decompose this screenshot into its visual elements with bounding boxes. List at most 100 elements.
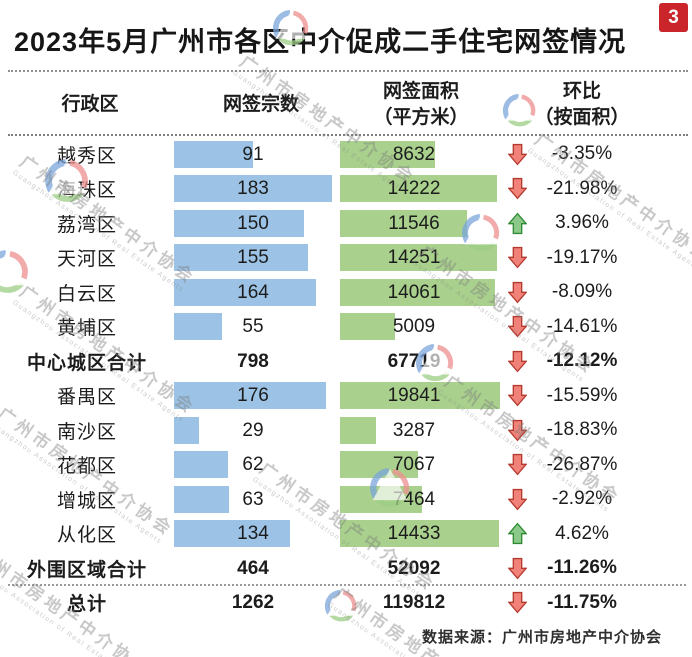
mom-value: -18.83% bbox=[546, 419, 618, 441]
deals-value: 798 bbox=[237, 350, 269, 372]
area-value: 67719 bbox=[387, 350, 441, 372]
deals-bar bbox=[174, 382, 327, 410]
mom-value: -26.87% bbox=[546, 453, 618, 475]
column-header-area: 网签面积 （平方米） bbox=[373, 81, 469, 128]
area-bar bbox=[340, 278, 496, 306]
table-row: 越秀区 91 8632 -3.35% bbox=[0, 137, 692, 172]
deals-bar bbox=[174, 209, 304, 237]
table-row: 花都区 62 7067 -26.87% bbox=[0, 448, 692, 483]
district-label: 白云区 bbox=[56, 283, 117, 305]
trend-arrow-icon bbox=[507, 453, 527, 476]
area-cell: 14061 bbox=[340, 278, 500, 306]
separator-header bbox=[8, 134, 688, 136]
area-value: 14061 bbox=[387, 281, 441, 303]
separator-top bbox=[8, 70, 688, 72]
area-cell: 67719 bbox=[340, 348, 500, 375]
deals-cell: 798 bbox=[174, 348, 338, 375]
deals-value: 176 bbox=[237, 385, 269, 407]
column-header-deals: 网签宗数 bbox=[222, 94, 299, 115]
area-cell: 19841 bbox=[340, 382, 500, 410]
district-label: 外围区域合计 bbox=[26, 559, 147, 581]
deals-cell: 464 bbox=[174, 555, 338, 582]
area-cell: 7464 bbox=[340, 485, 500, 513]
deals-cell: 155 bbox=[174, 244, 338, 272]
deals-value: 91 bbox=[242, 143, 264, 165]
deals-value: 55 bbox=[242, 316, 264, 338]
column-header-mom: 环比 （按面积） bbox=[534, 81, 630, 128]
area-cell: 3287 bbox=[340, 416, 500, 444]
table-row: 外围区域合计 464 52092 -11.26% bbox=[0, 551, 692, 586]
trend-arrow-icon bbox=[507, 522, 527, 545]
area-value: 3287 bbox=[392, 419, 436, 441]
area-bar bbox=[340, 520, 500, 548]
deals-cell: 63 bbox=[174, 485, 338, 513]
table-row: 黄埔区 55 5009 -14.61% bbox=[0, 310, 692, 345]
deals-cell: 1262 bbox=[174, 589, 338, 616]
trend-arrow-icon bbox=[507, 212, 527, 235]
mom-value: -11.75% bbox=[547, 591, 617, 613]
mom-value: 4.62% bbox=[555, 522, 609, 544]
table-row: 总计 1262 119812 -11.75% bbox=[0, 586, 692, 621]
table-rows: 越秀区 91 8632 -3.35% 海珠区 183 14222 bbox=[0, 137, 692, 620]
district-label: 总计 bbox=[66, 594, 107, 616]
table-row: 白云区 164 14061 -8.09% bbox=[0, 275, 692, 310]
area-bar bbox=[340, 313, 396, 341]
mom-value: -3.35% bbox=[551, 143, 613, 165]
area-cell: 5009 bbox=[340, 313, 500, 341]
trend-arrow-icon bbox=[507, 350, 527, 373]
deals-bar bbox=[174, 313, 222, 341]
page-title: 2023年5月广州市各区中介促成二手住宅网签情况 bbox=[14, 27, 627, 57]
district-label: 海珠区 bbox=[56, 180, 117, 202]
deals-cell: 91 bbox=[174, 140, 338, 168]
area-value: 5009 bbox=[392, 316, 436, 338]
deals-value: 29 bbox=[242, 419, 264, 441]
table-row: 海珠区 183 14222 -21.98% bbox=[0, 172, 692, 207]
deals-bar bbox=[174, 416, 200, 444]
mom-value: -15.59% bbox=[546, 384, 618, 406]
column-header-district: 行政区 bbox=[61, 94, 119, 115]
area-value: 8632 bbox=[392, 143, 436, 165]
area-cell: 11546 bbox=[340, 209, 500, 237]
deals-value: 63 bbox=[242, 488, 264, 510]
table-header: 行政区 网签宗数 网签面积 （平方米） 环比 （按面积） bbox=[0, 77, 692, 133]
deals-cell: 150 bbox=[174, 209, 338, 237]
deals-value: 183 bbox=[237, 178, 269, 200]
area-value: 11546 bbox=[388, 212, 440, 234]
table-row: 增城区 63 7464 -2.92% bbox=[0, 482, 692, 517]
mom-value: -2.92% bbox=[551, 488, 613, 510]
deals-bar bbox=[174, 451, 228, 479]
table-row: 天河区 155 14251 -19.17% bbox=[0, 241, 692, 276]
deals-bar bbox=[174, 244, 309, 272]
mom-value: -19.17% bbox=[546, 246, 618, 268]
trend-arrow-icon bbox=[507, 281, 527, 304]
deals-value: 155 bbox=[237, 247, 269, 269]
deals-value: 150 bbox=[237, 212, 269, 234]
area-value: 7067 bbox=[392, 454, 436, 476]
trend-arrow-icon bbox=[507, 315, 527, 338]
area-cell: 119812 bbox=[340, 589, 500, 616]
area-bar bbox=[340, 382, 500, 410]
area-cell: 52092 bbox=[340, 555, 500, 582]
area-value: 119812 bbox=[382, 592, 446, 614]
mom-value: -21.98% bbox=[546, 177, 618, 199]
trend-arrow-icon bbox=[507, 488, 527, 511]
district-label: 荔湾区 bbox=[56, 214, 117, 236]
deals-cell: 62 bbox=[174, 451, 338, 479]
district-label: 从化区 bbox=[56, 525, 117, 547]
area-bar bbox=[340, 416, 377, 444]
deals-bar bbox=[174, 485, 229, 513]
district-label: 南沙区 bbox=[56, 421, 117, 443]
table-row: 南沙区 29 3287 -18.83% bbox=[0, 413, 692, 448]
district-label: 增城区 bbox=[56, 490, 117, 512]
mom-value: -12.12% bbox=[546, 350, 618, 372]
deals-cell: 55 bbox=[174, 313, 338, 341]
deals-value: 134 bbox=[237, 523, 269, 545]
table-row: 中心城区合计 798 67719 -12.12% bbox=[0, 344, 692, 379]
deals-bar bbox=[174, 520, 291, 548]
deals-bar bbox=[174, 175, 333, 203]
mom-value: -11.26% bbox=[547, 557, 617, 579]
page-number-badge: 3 bbox=[659, 3, 688, 32]
deals-value: 164 bbox=[237, 281, 269, 303]
district-label: 番禺区 bbox=[56, 387, 117, 409]
